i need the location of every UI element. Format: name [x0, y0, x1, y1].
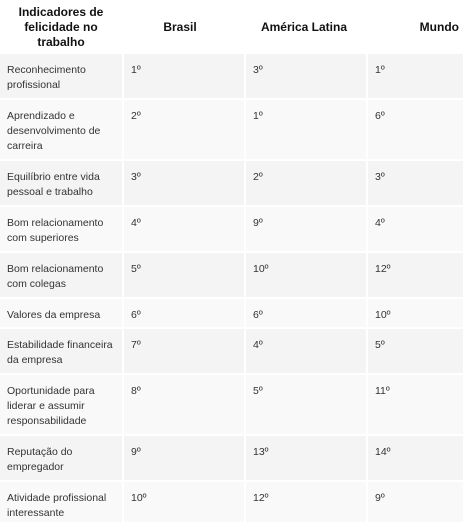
cell-america-latina: 5º [244, 375, 366, 436]
table-row: Equilíbrio entre vida pessoal e trabalho… [0, 161, 463, 207]
header-america-latina: América Latina [244, 0, 366, 54]
cell-america-latina: 2º [244, 161, 366, 207]
cell-indicator: Equilíbrio entre vida pessoal e trabalho [0, 161, 122, 207]
cell-indicator: Estabilidade financeira da empresa [0, 329, 122, 375]
cell-brasil: 4º [122, 207, 244, 253]
table-row: Atividade profissional interessante 10º … [0, 482, 463, 524]
cell-america-latina: 6º [244, 299, 366, 329]
table-row: Reconhecimento profissional 1º 3º 1º [0, 54, 463, 100]
cell-america-latina: 3º [244, 54, 366, 100]
table-header: Indicadores de felicidade no trabalho Br… [0, 0, 463, 54]
table-row: Aprendizado e desenvolvimento de carreir… [0, 100, 463, 161]
cell-america-latina: 12º [244, 482, 366, 524]
header-brasil: Brasil [122, 0, 244, 54]
cell-america-latina: 1º [244, 100, 366, 161]
cell-brasil: 8º [122, 375, 244, 436]
cell-brasil: 2º [122, 100, 244, 161]
cell-brasil: 5º [122, 253, 244, 299]
header-row: Indicadores de felicidade no trabalho Br… [0, 0, 463, 54]
cell-brasil: 7º [122, 329, 244, 375]
cell-indicator: Bom relacionamento com colegas [0, 253, 122, 299]
table-row: Bom relacionamento com superiores 4º 9º … [0, 207, 463, 253]
cell-indicator: Atividade profissional interessante [0, 482, 122, 524]
cell-mundo: 5º [366, 329, 463, 375]
cell-mundo: 3º [366, 161, 463, 207]
cell-mundo: 9º [366, 482, 463, 524]
cell-america-latina: 4º [244, 329, 366, 375]
table-row: Valores da empresa 6º 6º 10º [0, 299, 463, 329]
cell-indicator: Bom relacionamento com superiores [0, 207, 122, 253]
cell-indicator: Reconhecimento profissional [0, 54, 122, 100]
table-row: Estabilidade financeira da empresa 7º 4º… [0, 329, 463, 375]
cell-brasil: 10º [122, 482, 244, 524]
table-row: Oportunidade para liderar e assumir resp… [0, 375, 463, 436]
cell-mundo: 10º [366, 299, 463, 329]
cell-indicator: Aprendizado e desenvolvimento de carreir… [0, 100, 122, 161]
cell-america-latina: 13º [244, 436, 366, 482]
table-row: Bom relacionamento com colegas 5º 10º 12… [0, 253, 463, 299]
cell-brasil: 9º [122, 436, 244, 482]
cell-mundo: 4º [366, 207, 463, 253]
cell-mundo: 11º [366, 375, 463, 436]
cell-brasil: 3º [122, 161, 244, 207]
cell-mundo: 6º [366, 100, 463, 161]
header-mundo: Mundo [366, 0, 463, 54]
cell-indicator: Reputação do empregador [0, 436, 122, 482]
header-indicator: Indicadores de felicidade no trabalho [0, 0, 122, 54]
cell-mundo: 14º [366, 436, 463, 482]
table-body: Reconhecimento profissional 1º 3º 1º Apr… [0, 54, 463, 524]
cell-indicator: Oportunidade para liderar e assumir resp… [0, 375, 122, 436]
cell-indicator: Valores da empresa [0, 299, 122, 329]
cell-mundo: 1º [366, 54, 463, 100]
cell-brasil: 6º [122, 299, 244, 329]
cell-america-latina: 10º [244, 253, 366, 299]
table-row: Reputação do empregador 9º 13º 14º [0, 436, 463, 482]
cell-brasil: 1º [122, 54, 244, 100]
cell-mundo: 12º [366, 253, 463, 299]
cell-america-latina: 9º [244, 207, 366, 253]
